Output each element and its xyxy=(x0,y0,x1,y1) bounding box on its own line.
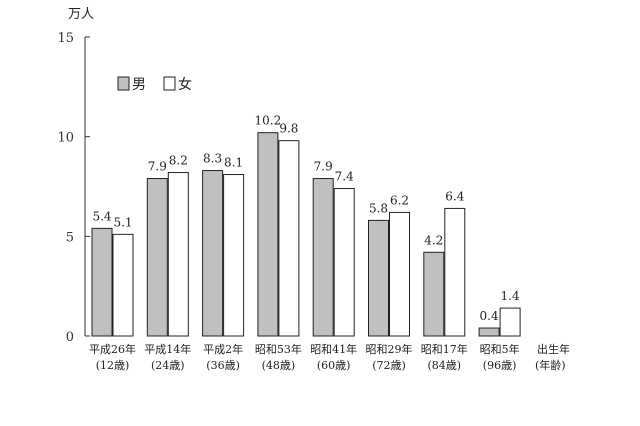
value-label: 4.2 xyxy=(424,233,443,247)
category-label-year: 平成26年 xyxy=(89,342,136,356)
y-tick-label: 5 xyxy=(66,230,74,245)
value-label: 7.9 xyxy=(314,160,333,174)
bar-female xyxy=(223,174,245,337)
legend-swatch xyxy=(163,76,176,91)
y-unit-label: 万人 xyxy=(68,7,94,22)
bar-female xyxy=(499,307,521,337)
category-labels: 平成26年 (12歳) 平成14年 (24歳) 平成2年 (36歳) 昭和53年 (48歳) 昭… xyxy=(89,342,520,372)
value-label: 6.4 xyxy=(445,189,464,203)
value-label: 7.4 xyxy=(335,169,354,183)
category-label-age: (96歳) xyxy=(483,359,517,372)
value-label: 6.2 xyxy=(390,193,409,207)
bar-male xyxy=(146,178,168,337)
category-label-year: 平成14年 xyxy=(144,342,191,356)
category-label-age: (36歳) xyxy=(206,359,240,372)
y-axis: 0 5 10 15 xyxy=(57,31,90,345)
category-label-year: 昭和29年 xyxy=(366,342,413,356)
bar-female xyxy=(333,187,355,337)
value-label: 9.8 xyxy=(279,122,298,136)
value-label: 8.1 xyxy=(224,156,243,170)
bar-male xyxy=(368,219,389,337)
legend-label: 男 xyxy=(132,77,146,93)
legend: 男女 xyxy=(117,76,192,93)
bar-female xyxy=(278,140,300,337)
category-label-age: (48歳) xyxy=(262,359,296,372)
bar-male xyxy=(91,227,113,337)
category-label-year: 昭和5年 xyxy=(480,342,520,356)
category-label-age: (12歳) xyxy=(96,359,130,372)
value-label: 5.1 xyxy=(113,215,132,229)
bar-female xyxy=(112,233,134,337)
value-label: 5.4 xyxy=(92,209,111,223)
bar-female xyxy=(167,172,189,337)
x-axis-label-line1: 出生年 xyxy=(537,342,570,356)
value-label: 10.2 xyxy=(255,114,282,128)
value-label: 0.4 xyxy=(480,309,499,323)
bars xyxy=(91,132,521,337)
y-tick-label: 15 xyxy=(57,31,74,46)
value-label: 7.9 xyxy=(148,160,167,174)
bar-male xyxy=(202,170,224,337)
category-label-age: (60歳) xyxy=(317,359,351,372)
category-label-year: 昭和41年 xyxy=(310,342,357,356)
value-labels: 5.4 5.17.9 8.2 8.3 8.110.29.87.97.45.86.24.2… xyxy=(92,114,520,323)
legend-label: 女 xyxy=(178,76,192,93)
bar-female xyxy=(389,211,410,337)
category-label-year: 昭和53年 xyxy=(255,342,302,356)
category-label-age: (84歳) xyxy=(428,359,462,372)
bar-female xyxy=(444,207,466,337)
y-tick-label: 10 xyxy=(57,131,74,146)
category-label-year: 平成2年 xyxy=(203,342,243,356)
category-label-year: 昭和17年 xyxy=(421,342,468,356)
x-axis-label-line2: (年齢) xyxy=(535,358,566,372)
category-label-age: (72歳) xyxy=(372,359,406,372)
value-label: 1.4 xyxy=(501,289,520,303)
bar-male xyxy=(312,178,334,337)
bar-male xyxy=(257,132,279,337)
value-label: 5.8 xyxy=(369,201,388,215)
bar-male xyxy=(423,251,445,337)
value-label: 8.2 xyxy=(169,154,188,168)
bar-male xyxy=(478,327,500,337)
legend-swatch xyxy=(117,76,130,91)
y-tick-label: 0 xyxy=(66,330,74,345)
category-label-age: (24歳) xyxy=(151,359,185,372)
value-label: 8.3 xyxy=(203,152,222,166)
